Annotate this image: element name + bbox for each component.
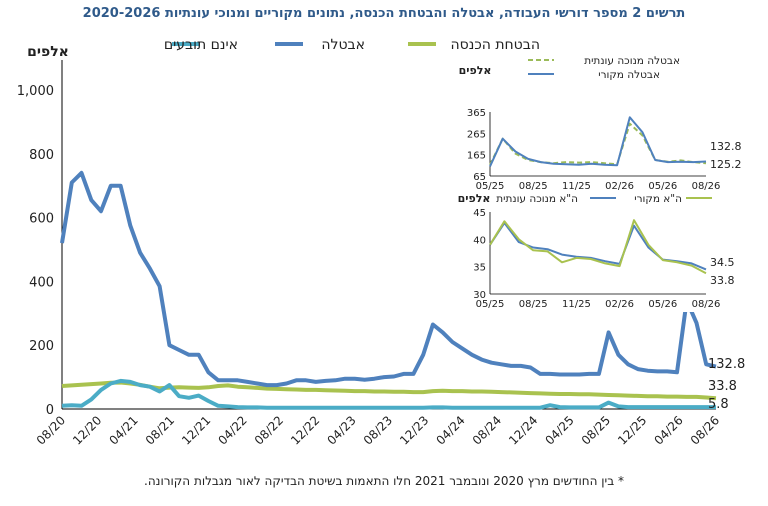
legend-label: אבטלה	[321, 37, 365, 53]
y-tick-label: 1,000	[17, 84, 54, 99]
inset-background	[455, 193, 720, 312]
inset-end-value-label: 125.2	[710, 158, 742, 171]
inset-x-tick-label: 08/25	[519, 181, 548, 192]
inset-x-tick-label: 05/26	[648, 181, 677, 192]
inset-x-tick-label: 02/26	[605, 181, 634, 192]
x-tick-label: 08/25	[579, 413, 613, 447]
inset-x-tick-label: 02/26	[605, 299, 634, 310]
inset-x-tick-label: 08/26	[692, 181, 721, 192]
end-value-label: 5.8	[708, 397, 729, 412]
x-tick-label: 08/26	[688, 413, 722, 447]
x-tick-label: 04/21	[106, 413, 140, 447]
inset-x-tick-label: 05/26	[648, 299, 677, 310]
x-tick-label: 04/26	[651, 413, 685, 447]
chart-title: תרשים 2 מספר דורשי העבודה, אבטלה והבטחת …	[82, 6, 686, 21]
inset-end-value-label: 132.8	[710, 140, 742, 153]
inset-y-tick-label: 40	[473, 235, 486, 246]
inset-background	[455, 52, 720, 192]
x-tick-label: 04/25	[542, 413, 576, 447]
inset-x-tick-label: 11/25	[562, 299, 591, 310]
inset-unit-label: אלפים	[458, 192, 491, 205]
footnote: * בין החודשים מרץ 2020 ונובמבר 2021 חלו …	[144, 474, 624, 488]
inset-y-tick-label: 35	[473, 263, 486, 274]
inset-y-tick-label: 365	[467, 108, 486, 119]
inset-x-tick-label: 08/25	[519, 299, 548, 310]
x-tick-label: 12/20	[70, 413, 104, 447]
series-line-unemployment	[60, 170, 717, 388]
end-value-label: 132.8	[708, 357, 745, 372]
inset-legend-label: ה"א מקורי	[634, 193, 682, 205]
x-tick-label: 08/21	[143, 413, 177, 447]
x-tick-label: 12/24	[506, 413, 540, 447]
inset-x-tick-label: 11/25	[562, 181, 591, 192]
inset-y-tick-label: 65	[473, 172, 486, 183]
inset-legend-label: אבטלה מנוכה עונתית	[584, 55, 680, 67]
legend-label: הבטחת הכנסה	[450, 37, 540, 53]
x-tick-label: 08/23	[361, 413, 395, 447]
inset-x-tick-label: 05/25	[476, 181, 505, 192]
inset-series-line	[489, 122, 707, 166]
inset-series-line	[489, 116, 707, 167]
x-tick-label: 12/21	[179, 413, 213, 447]
y-tick-label: 400	[29, 275, 54, 290]
inset-legend-label: ה"א מנוכה עונתית	[496, 193, 578, 205]
x-tick-label: 12/23	[397, 413, 431, 447]
x-tick-label: 08/22	[252, 413, 286, 447]
end-value-label: 33.8	[708, 379, 737, 394]
inset-end-value-label: 33.8	[710, 274, 735, 287]
y-unit-label: אלפים	[27, 44, 69, 60]
inset-legend-label: אבטלה מקורי	[598, 69, 660, 81]
x-tick-label: 08/20	[34, 413, 68, 447]
inset-y-tick-label: 265	[467, 129, 486, 140]
inset-x-tick-label: 08/26	[692, 299, 721, 310]
inset-end-value-label: 34.5	[710, 256, 735, 269]
series-line-not-claimed	[61, 378, 716, 410]
y-tick-label: 200	[29, 339, 54, 354]
inset-unemployment-chart: 65 165 265 365 05/25 08/25 11/25 02/26 05/26 08/2…	[455, 52, 742, 192]
inset-unit-label: אלפים	[459, 64, 492, 77]
legend-label: אינם תובעים	[164, 37, 238, 53]
inset-series-line	[489, 219, 707, 275]
y-tick-label: 800	[29, 148, 54, 163]
inset-x-tick-label: 05/25	[476, 299, 505, 310]
inset-y-tick-label: 45	[473, 208, 486, 219]
x-tick-label: 04/22	[215, 413, 249, 447]
y-tick-label: 0	[46, 403, 54, 418]
inset-y-tick-label: 165	[467, 151, 486, 162]
x-tick-label: 04/23	[324, 413, 358, 447]
x-tick-label: 08/24	[470, 413, 504, 447]
x-tick-label: 04/24	[433, 413, 467, 447]
x-tick-label: 12/22	[288, 413, 322, 447]
inset-y-tick-label: 30	[473, 290, 486, 301]
inset-income-support-chart: 30 35 40 45 05/25 08/25 11/25 02/26 05/26 08/26 אל…	[455, 192, 735, 312]
y-tick-label: 600	[29, 212, 54, 227]
x-tick-label: 12/25	[615, 413, 649, 447]
